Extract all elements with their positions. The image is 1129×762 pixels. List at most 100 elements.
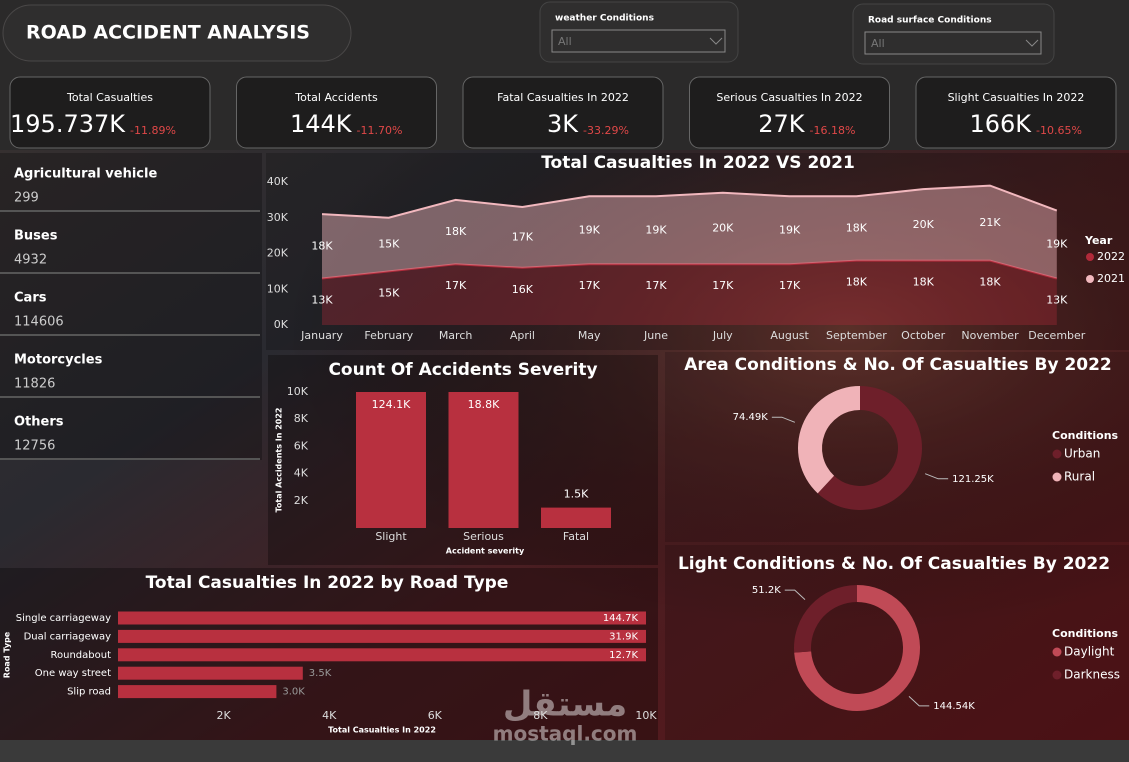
x-tick-label: February: [364, 329, 413, 342]
x-tick-label: 4K: [322, 709, 337, 722]
data-label: 144.7K: [603, 613, 639, 624]
data-label: 20K: [712, 221, 734, 234]
vehicle-name: Others: [14, 415, 64, 430]
filter-label: weather Conditions: [555, 14, 654, 24]
bar: [118, 666, 303, 680]
data-label: 51.2K: [752, 585, 781, 596]
vehicle-panel: [0, 153, 262, 460]
bar: [118, 611, 646, 625]
data-label: 15K: [378, 286, 400, 299]
legend-swatch: [1052, 670, 1062, 680]
legend-label: Rural: [1064, 470, 1095, 484]
y-tick-label: 6K: [294, 439, 309, 452]
data-label: 3.0K: [282, 687, 305, 698]
x-tick-label: Slight: [375, 530, 407, 543]
y-tick-label: 10K: [267, 282, 289, 295]
y-tick-label: 40K: [267, 175, 289, 188]
kpi-card: [689, 76, 890, 149]
area-fill: [322, 185, 1057, 279]
filter-value: All: [558, 35, 572, 48]
y-tick-label: Single carriageway: [16, 613, 111, 624]
leader-line: [924, 473, 949, 480]
area-fill: [322, 260, 1057, 325]
kpi-value: 195.737K: [10, 110, 126, 138]
data-label: 18K: [846, 221, 868, 234]
data-label: 3.5K: [309, 668, 332, 679]
data-label: 121.25K: [952, 474, 994, 485]
y-tick-label: 4K: [294, 467, 309, 480]
kpi-title: Serious Casualties In 2022: [716, 91, 862, 104]
y-tick-label: 10K: [287, 385, 309, 398]
legend-swatch: [1052, 647, 1062, 657]
page-title: ROAD ACCIDENT ANALYSIS: [26, 22, 310, 44]
data-label: 15K: [378, 238, 400, 251]
kpi-change: -10.65%: [1036, 124, 1082, 137]
legend-swatch: [1052, 449, 1062, 459]
x-tick-label: June: [643, 329, 668, 342]
data-label: 12.7K: [609, 650, 638, 661]
x-tick-label: Serious: [463, 530, 504, 543]
data-label: 13K: [311, 294, 333, 307]
title-pill: [2, 4, 352, 62]
y-tick-label: 2K: [294, 494, 309, 507]
leader-line: [908, 695, 930, 707]
x-tick-label: Fatal: [563, 530, 589, 543]
x-tick-label: May: [578, 329, 601, 342]
legend-title: Conditions: [1052, 627, 1119, 640]
data-label: 19K: [579, 223, 601, 236]
filter-dropdown[interactable]: [551, 29, 726, 53]
legend-title: Year: [1084, 234, 1113, 247]
vehicle-value: 299: [14, 191, 39, 206]
watermark-latin: mostaql.com: [493, 722, 638, 746]
y-tick-label: 30K: [267, 211, 289, 224]
data-label: 18.8K: [468, 398, 500, 411]
kpi-value: 144K: [290, 110, 353, 138]
y-tick-label: 20K: [267, 247, 289, 260]
kpi-title: Fatal Casualties In 2022: [497, 91, 629, 104]
vehicle-name: Buses: [14, 229, 58, 244]
data-label: 18K: [311, 239, 333, 252]
y-tick-label: 0K: [274, 318, 289, 331]
filter-box: [852, 3, 1055, 65]
kpi-card: [915, 76, 1117, 149]
x-tick-label: January: [300, 329, 343, 342]
y-axis-label: Road Type: [3, 631, 12, 678]
filter-dropdown[interactable]: [864, 31, 1042, 55]
data-label: 21K: [979, 216, 1001, 229]
data-label: 18K: [445, 225, 467, 238]
legend-swatch: [1086, 253, 1094, 261]
vehicle-name: Motorcycles: [14, 353, 103, 368]
kpi-change: -33.29%: [583, 124, 629, 137]
y-tick-label: One way street: [35, 668, 111, 679]
vehicle-name: Cars: [14, 291, 47, 306]
y-tick-label: Dual carriageway: [24, 631, 112, 642]
bar: [118, 648, 646, 662]
legend-label: Darkness: [1064, 668, 1120, 682]
donut-slice: [794, 585, 857, 653]
legend-label: 2021: [1097, 272, 1125, 285]
kpi-change: -11.89%: [130, 124, 176, 137]
bottom-bar: [0, 740, 1129, 762]
x-tick-label: 8K: [533, 709, 548, 722]
kpi-value: 166K: [969, 110, 1032, 138]
kpi-change: -16.18%: [810, 124, 856, 137]
kpi-title: Total Accidents: [294, 91, 378, 104]
area-line: [321, 184, 1058, 219]
area-line: [321, 259, 1058, 280]
watermark-arabic: مستقل: [503, 685, 627, 725]
data-label: 124.1K: [372, 398, 411, 411]
data-label: 17K: [579, 279, 601, 292]
vehicle-value: 114606: [14, 315, 64, 330]
data-label: 17K: [512, 230, 534, 243]
data-label: 31.9K: [609, 631, 638, 642]
data-label: 74.49K: [733, 412, 769, 423]
kpi-value: 27K: [758, 110, 806, 138]
data-label: 18K: [913, 276, 935, 289]
dropdown-arrow: [709, 37, 723, 45]
x-tick-label: 2K: [216, 709, 231, 722]
data-label: 17K: [645, 279, 667, 292]
kpi-card: [236, 76, 437, 149]
legend-swatch: [1052, 472, 1062, 482]
x-tick-label: November: [961, 329, 1019, 342]
